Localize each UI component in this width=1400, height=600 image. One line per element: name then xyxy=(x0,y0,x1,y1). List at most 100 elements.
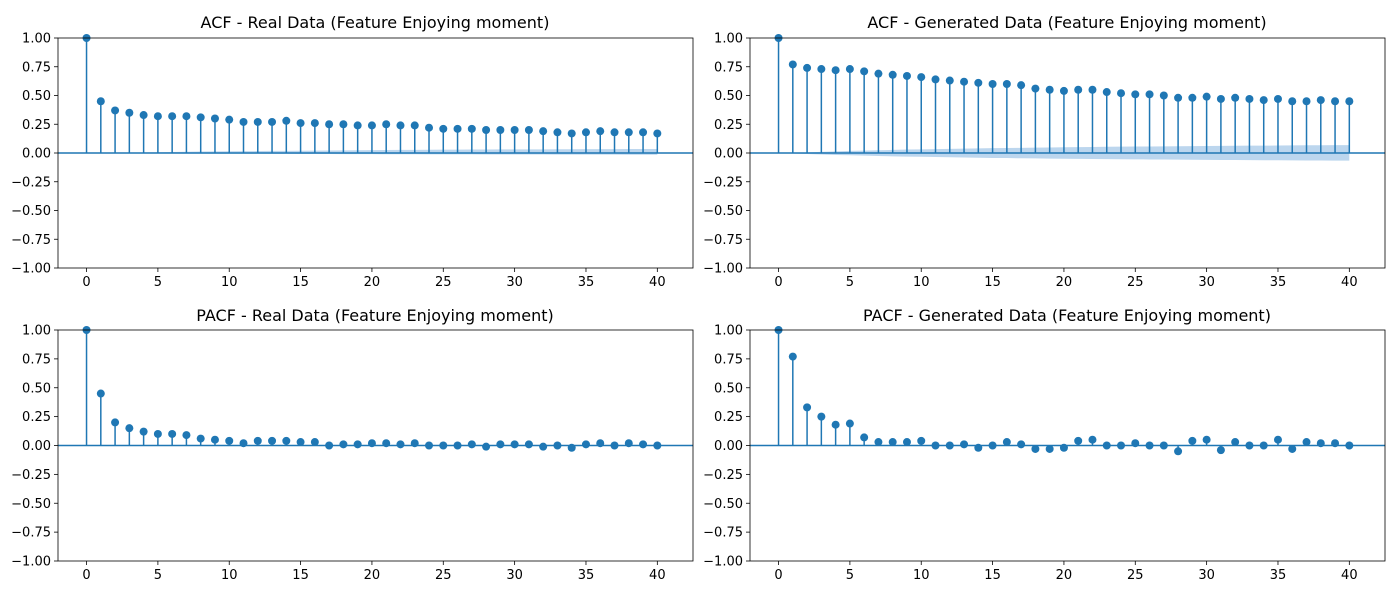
acf-generated-marker-28 xyxy=(1174,93,1183,102)
acf-real-marker-26 xyxy=(453,124,462,133)
acf-generated-marker-24 xyxy=(1117,89,1126,98)
acf-generated-xtick-label-10: 10 xyxy=(913,275,930,290)
acf-real-marker-23 xyxy=(410,121,419,130)
acf-generated-marker-25 xyxy=(1131,90,1140,99)
pacf-real-xtick-label-25: 25 xyxy=(435,568,452,583)
pacf-real-marker-8 xyxy=(196,434,205,443)
pacf-real-marker-4 xyxy=(139,427,148,436)
acf-generated-marker-36 xyxy=(1288,97,1297,106)
acf-real-marker-6 xyxy=(168,112,177,121)
acf-generated-marker-14 xyxy=(974,78,983,87)
acf-generated-marker-3 xyxy=(817,65,826,74)
acf-real-xtick-label-0: 0 xyxy=(82,275,90,290)
pacf-real-marker-20 xyxy=(367,439,376,448)
pacf-generated-marker-6 xyxy=(860,433,869,442)
pacf-real-marker-15 xyxy=(296,438,305,447)
acf-generated-marker-37 xyxy=(1302,97,1311,106)
pacf-real-marker-22 xyxy=(396,440,405,449)
pacf-real-xtick-label-10: 10 xyxy=(221,568,238,583)
pacf-generated-marker-20 xyxy=(1059,443,1068,452)
acf-generated-ytick-label-0: −1.00 xyxy=(703,262,743,277)
acf-real-marker-15 xyxy=(296,119,305,128)
pacf-generated-panel: PACF - Generated Data (Feature Enjoying … xyxy=(703,306,1386,583)
pacf-generated-marker-12 xyxy=(945,441,954,450)
pacf-real-marker-29 xyxy=(496,440,505,449)
pacf-generated-xtick-label-0: 0 xyxy=(774,568,782,583)
acf-real-marker-7 xyxy=(182,112,191,121)
pacf-real-marker-14 xyxy=(282,436,291,445)
acf-real-marker-14 xyxy=(282,116,291,125)
acf-real-marker-4 xyxy=(139,111,148,120)
acf-real-xtick-label-5: 5 xyxy=(154,275,162,290)
pacf-real-marker-1 xyxy=(96,389,105,398)
acf-real-marker-36 xyxy=(596,127,605,136)
pacf-generated-marker-26 xyxy=(1145,441,1154,450)
acf-real-panel: ACF - Real Data (Feature Enjoying moment… xyxy=(11,13,694,290)
acf-generated-marker-39 xyxy=(1331,97,1340,106)
acf-real-xtick-label-20: 20 xyxy=(364,275,381,290)
pacf-real-xtick-label-5: 5 xyxy=(154,568,162,583)
acf-real-marker-29 xyxy=(496,126,505,134)
pacf-generated-marker-3 xyxy=(817,412,826,421)
acf-generated-marker-6 xyxy=(860,67,869,76)
pacf-real-marker-13 xyxy=(268,436,277,445)
pacf-real-ytick-label-0: −1.00 xyxy=(11,555,51,570)
pacf-real-marker-38 xyxy=(624,439,633,448)
pacf-generated-marker-39 xyxy=(1331,439,1340,448)
pacf-real-marker-36 xyxy=(596,439,605,448)
acf-real-marker-19 xyxy=(353,121,362,130)
acf-generated-marker-20 xyxy=(1059,86,1068,95)
acf-generated-ytick-label-6: 0.50 xyxy=(714,89,743,104)
acf-real-title: ACF - Real Data (Feature Enjoying moment… xyxy=(201,13,550,32)
pacf-real-marker-9 xyxy=(210,435,219,444)
acf-generated-marker-2 xyxy=(803,63,812,72)
acf-real-ytick-label-1: −0.75 xyxy=(11,233,51,248)
acf-real-marker-16 xyxy=(310,119,319,128)
pacf-generated-marker-31 xyxy=(1216,446,1225,455)
acf-real-marker-25 xyxy=(439,124,448,133)
acf-real-marker-38 xyxy=(624,128,633,137)
pacf-real-marker-21 xyxy=(382,439,391,448)
pacf-real-marker-39 xyxy=(639,440,648,449)
pacf-generated-marker-28 xyxy=(1174,447,1183,456)
pacf-generated-xtick-label-20: 20 xyxy=(1056,568,1073,583)
acf-real-marker-28 xyxy=(482,126,491,134)
pacf-generated-marker-10 xyxy=(917,436,926,445)
acf-generated-marker-4 xyxy=(831,66,840,75)
acf-real-marker-27 xyxy=(467,124,476,133)
acf-real-marker-20 xyxy=(367,121,376,130)
pacf-generated-marker-9 xyxy=(902,438,911,447)
pacf-real-ytick-label-2: −0.50 xyxy=(11,497,51,512)
acf-real-marker-37 xyxy=(610,128,619,137)
acf-generated-marker-10 xyxy=(917,73,926,82)
acf-real-marker-18 xyxy=(339,120,348,129)
acf-generated-marker-27 xyxy=(1159,91,1168,100)
pacf-generated-xtick-label-35: 35 xyxy=(1270,568,1287,583)
acf-generated-marker-19 xyxy=(1045,85,1054,94)
acf-generated-marker-33 xyxy=(1245,94,1254,103)
pacf-real-marker-6 xyxy=(168,429,177,438)
acf-generated-xtick-label-5: 5 xyxy=(846,275,854,290)
pacf-real-marker-19 xyxy=(353,440,362,449)
pacf-generated-marker-32 xyxy=(1231,438,1240,447)
pacf-generated-xtick-label-40: 40 xyxy=(1341,568,1358,583)
pacf-real-marker-30 xyxy=(510,440,519,449)
pacf-generated-marker-19 xyxy=(1045,444,1054,453)
acf-real-marker-40 xyxy=(653,129,662,138)
pacf-generated-ytick-label-0: −1.00 xyxy=(703,555,743,570)
pacf-real-marker-31 xyxy=(524,440,533,449)
acf-generated-xtick-label-20: 20 xyxy=(1056,275,1073,290)
pacf-real-ytick-label-4: 0.00 xyxy=(22,439,51,454)
acf-generated-ytick-label-2: −0.50 xyxy=(703,204,743,219)
pacf-real-panel: PACF - Real Data (Feature Enjoying momen… xyxy=(11,306,694,583)
pacf-real-ytick-label-7: 0.75 xyxy=(22,352,51,367)
acf-real-marker-33 xyxy=(553,128,562,137)
pacf-generated-xtick-label-5: 5 xyxy=(846,568,854,583)
pacf-real-marker-2 xyxy=(111,418,120,427)
acf-real-xtick-label-30: 30 xyxy=(506,275,523,290)
pacf-generated-marker-33 xyxy=(1245,441,1254,450)
acf-real-ytick-label-6: 0.50 xyxy=(22,89,51,104)
acf-generated-marker-17 xyxy=(1017,81,1026,90)
acf-generated-ytick-label-8: 1.00 xyxy=(714,32,743,47)
acf-real-ytick-label-8: 1.00 xyxy=(22,32,51,47)
